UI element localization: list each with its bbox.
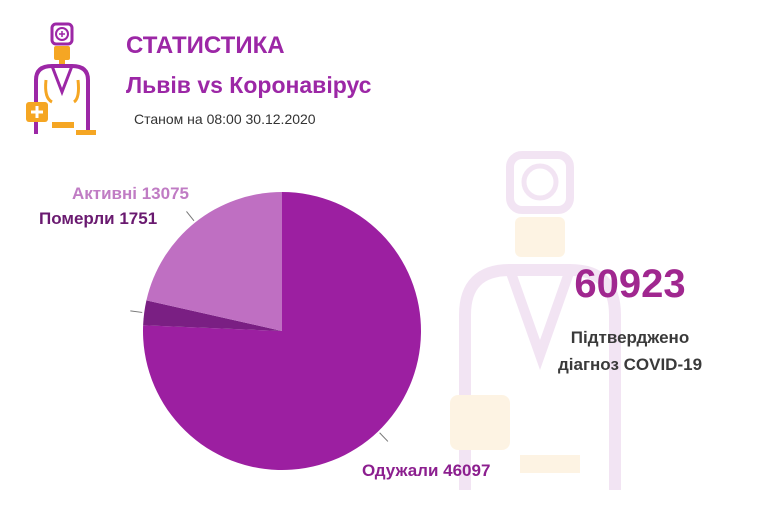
leader-line-0 [379,432,389,442]
page-title: СТАТИСТИКА [126,32,285,59]
pie-label-1: Померли 1751 [39,209,157,228]
pie-slice-2 [146,192,282,331]
confirmed-label-line1: Підтверджено [570,328,690,347]
pie-slice-1 [143,300,282,331]
report-date: Станом на 08:00 30.12.2020 [134,111,316,127]
pie-label-2: Активні 13075 [72,184,189,203]
confirmed-label: Підтверджено діагноз COVID-19 [530,324,730,378]
page-subtitle: Львів vs Коронавірус [126,72,372,98]
leader-line-1 [130,310,143,313]
doctor-watermark-icon [450,151,621,490]
confirmed-label-line2: діагноз COVID-19 [557,355,703,374]
doctor-logo-icon [26,22,96,135]
confirmed-total: 60923 [574,262,686,306]
leader-line-2 [186,211,195,222]
pie-label-0: Одужали 46097 [362,461,490,480]
